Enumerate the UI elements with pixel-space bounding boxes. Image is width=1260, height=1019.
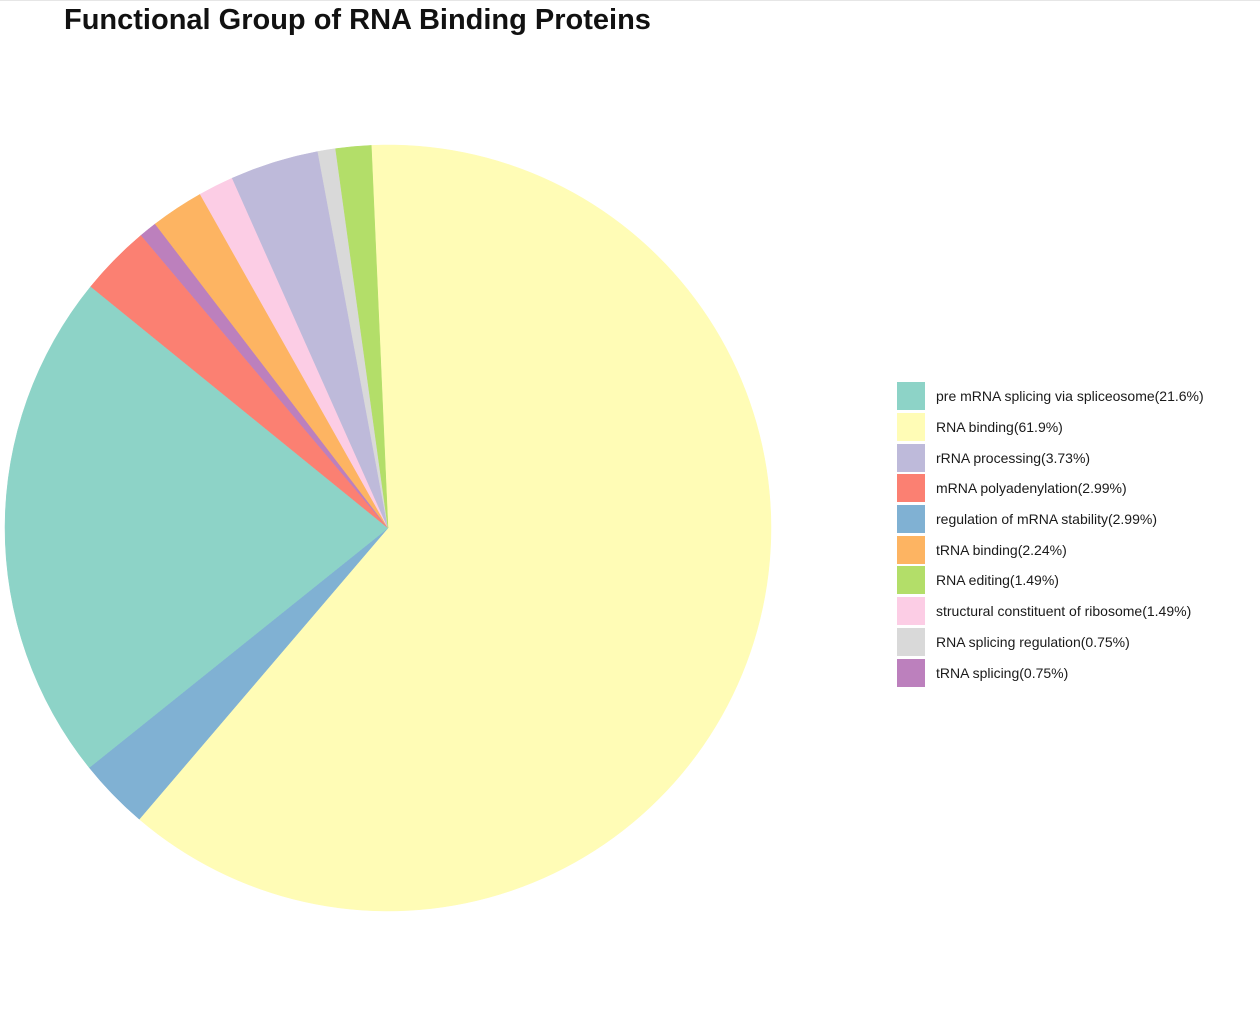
top-border	[0, 0, 1260, 1]
legend-item: tRNA splicing(0.75%)	[897, 657, 1247, 688]
pie-chart	[4, 144, 772, 912]
legend-item: regulation of mRNA stability(2.99%)	[897, 504, 1247, 535]
legend-label: RNA editing(1.49%)	[936, 572, 1059, 589]
pie-slice	[138, 144, 772, 912]
legend-label: mRNA polyadenylation(2.99%)	[936, 480, 1127, 497]
chart-title: Functional Group of RNA Binding Proteins	[64, 4, 651, 36]
legend-item: tRNA binding(2.24%)	[897, 534, 1247, 565]
legend-item: RNA binding(61.9%)	[897, 412, 1247, 443]
legend-label: structural constituent of ribosome(1.49%…	[936, 603, 1192, 620]
legend-item: RNA splicing regulation(0.75%)	[897, 627, 1247, 658]
legend-label: pre mRNA splicing via spliceosome(21.6%)	[936, 388, 1204, 405]
legend-swatch	[897, 505, 925, 534]
legend-label: tRNA splicing(0.75%)	[936, 664, 1069, 681]
legend-swatch	[897, 566, 925, 595]
legend-label: rRNA processing(3.73%)	[936, 449, 1091, 466]
legend-item: RNA editing(1.49%)	[897, 565, 1247, 596]
pie-slice	[335, 145, 389, 529]
legend-label: regulation of mRNA stability(2.99%)	[936, 511, 1157, 528]
legend-item: structural constituent of ribosome(1.49%…	[897, 596, 1247, 627]
legend-swatch	[897, 535, 925, 564]
legend-item: mRNA polyadenylation(2.99%)	[897, 473, 1247, 504]
legend-swatch	[897, 382, 925, 411]
legend-swatch	[897, 627, 925, 656]
legend-item: pre mRNA splicing via spliceosome(21.6%)	[897, 381, 1247, 412]
legend-label: RNA binding(61.9%)	[936, 419, 1063, 436]
pie-slice	[4, 286, 389, 768]
legend-swatch	[897, 413, 925, 442]
legend-swatch	[897, 658, 925, 687]
legend: pre mRNA splicing via spliceosome(21.6%)…	[897, 381, 1247, 688]
legend-swatch	[897, 474, 925, 503]
legend-swatch	[897, 597, 925, 626]
legend-label: tRNA binding(2.24%)	[936, 541, 1067, 558]
legend-label: RNA splicing regulation(0.75%)	[936, 633, 1130, 650]
legend-swatch	[897, 443, 925, 472]
legend-item: rRNA processing(3.73%)	[897, 442, 1247, 473]
